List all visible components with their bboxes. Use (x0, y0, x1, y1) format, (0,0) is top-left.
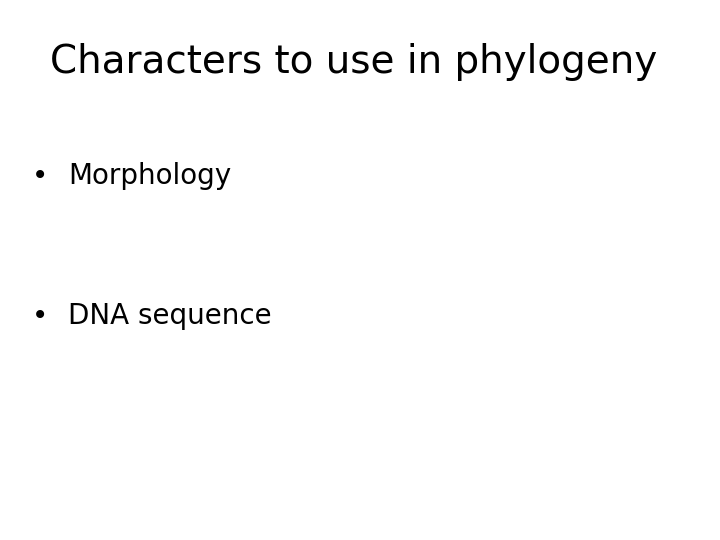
Text: •: • (32, 302, 48, 330)
Text: Morphology: Morphology (68, 162, 232, 190)
Text: DNA sequence: DNA sequence (68, 302, 272, 330)
Text: •: • (32, 162, 48, 190)
Text: Characters to use in phylogeny: Characters to use in phylogeny (50, 43, 657, 81)
